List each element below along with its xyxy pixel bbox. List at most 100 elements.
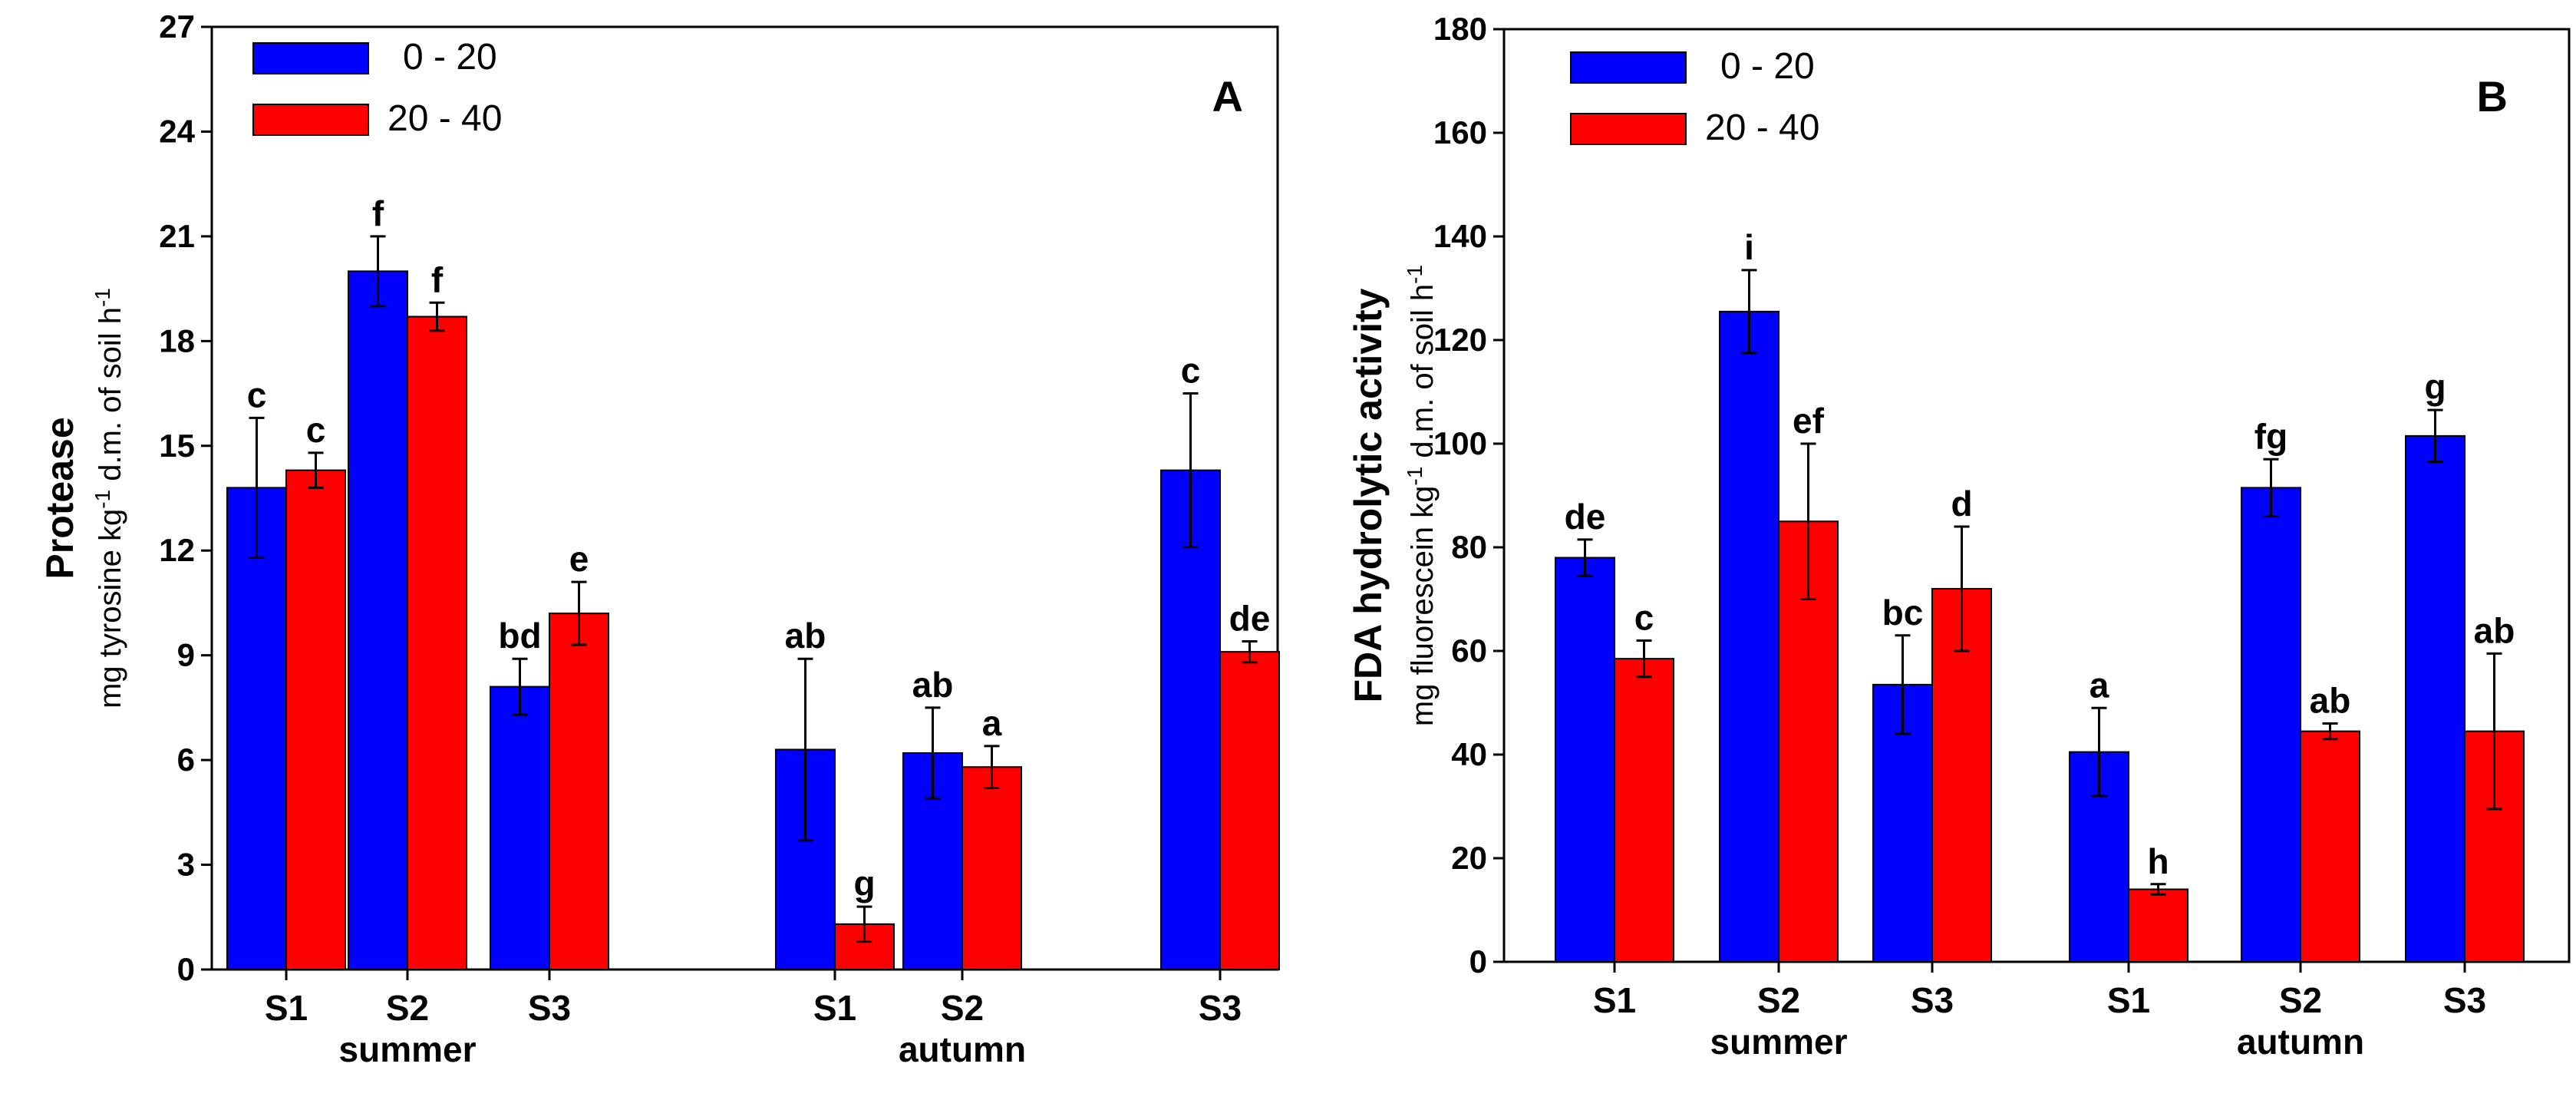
significance-letter: e xyxy=(569,539,589,579)
y-axis-units-part: d.m. of soil h xyxy=(1406,284,1440,467)
x-category-label: S1 xyxy=(2107,980,2150,1020)
significance-letter: bd xyxy=(498,616,541,656)
legend-swatch xyxy=(1570,51,1687,84)
x-category-label: S1 xyxy=(1593,980,1636,1020)
y-tick-label: 21 xyxy=(159,218,195,254)
season-label: summer xyxy=(339,1029,477,1069)
bar-0-20 xyxy=(2241,487,2301,963)
y-axis-units-superscript: -1 xyxy=(91,490,114,509)
x-category-label: S2 xyxy=(1757,980,1800,1020)
bar-20-40 xyxy=(1219,651,1280,970)
bar-20-40 xyxy=(285,469,346,970)
significance-letter: d xyxy=(1951,484,1972,524)
plot-frame xyxy=(210,25,1279,971)
y-tick-label: 80 xyxy=(1451,529,1487,565)
legend-label: 0 - 20 xyxy=(1720,46,1815,87)
y-axis-units: mg tyrosine kg-1 d.m. of soil h-1 xyxy=(91,288,127,709)
significance-letter: h xyxy=(2147,841,2169,881)
bar-0-20 xyxy=(348,270,408,970)
bar-20-40 xyxy=(1931,588,1992,963)
y-axis-title: Protease xyxy=(38,417,81,579)
bar-0-20 xyxy=(1555,557,1615,963)
x-category-label: S3 xyxy=(528,988,571,1028)
panel-label: A xyxy=(1212,72,1243,121)
significance-letter: f xyxy=(431,259,444,299)
y-axis-units-superscript: -1 xyxy=(1403,467,1427,486)
y-tick-label: 60 xyxy=(1451,633,1487,669)
bar-0-20 xyxy=(490,685,550,970)
y-tick-label: 20 xyxy=(1451,840,1487,876)
significance-letter: f xyxy=(372,193,384,233)
legend-swatch xyxy=(1570,113,1687,145)
season-label: autumn xyxy=(899,1029,1026,1069)
y-tick-label: 18 xyxy=(159,322,195,358)
significance-letter: de xyxy=(1229,598,1271,638)
significance-letter: ab xyxy=(2310,681,2351,721)
y-axis-units-part: mg tyrosine kg xyxy=(94,509,127,709)
bar-20-40 xyxy=(407,315,467,971)
significance-letter: g xyxy=(853,864,875,903)
x-category-label: S3 xyxy=(1199,988,1242,1028)
bar-20-40 xyxy=(1614,658,1674,963)
y-tick-label: 24 xyxy=(159,113,195,149)
bar-20-40 xyxy=(961,766,1022,970)
season-label: summer xyxy=(1710,1022,1848,1062)
y-tick-label: 0 xyxy=(1469,943,1487,979)
y-axis-units-part: mg fluorescein kg xyxy=(1406,486,1440,726)
y-tick-label: 6 xyxy=(177,742,195,778)
significance-letter: c xyxy=(1181,351,1201,391)
significance-letter: ab xyxy=(785,616,826,656)
significance-letter: a xyxy=(2089,665,2109,705)
legend-label: 0 - 20 xyxy=(403,37,497,78)
y-tick-label: 120 xyxy=(1433,322,1487,358)
y-tick-label: 40 xyxy=(1451,736,1487,772)
x-category-label: S1 xyxy=(265,988,308,1028)
y-tick-label: 9 xyxy=(177,637,195,673)
significance-letter: a xyxy=(982,703,1002,743)
bar-20-40 xyxy=(549,613,609,970)
y-axis-units-superscript: -1 xyxy=(1403,265,1427,284)
bar-0-20 xyxy=(1719,310,1779,963)
significance-letter: ab xyxy=(912,665,954,705)
bar-20-40 xyxy=(2128,888,2188,963)
panel-label: B xyxy=(2477,72,2508,121)
y-tick-label: 180 xyxy=(1433,11,1487,47)
legend-swatch xyxy=(252,42,369,74)
significance-letter: i xyxy=(1744,227,1754,267)
x-category-label: S2 xyxy=(2279,980,2322,1020)
bar-0-20 xyxy=(226,487,287,970)
season-label: autumn xyxy=(2237,1022,2364,1062)
x-category-label: S2 xyxy=(386,988,429,1028)
legend-label: 20 - 40 xyxy=(1705,107,1819,148)
significance-letter: fg xyxy=(2254,416,2287,456)
x-category-label: S1 xyxy=(813,988,856,1028)
y-tick-label: 0 xyxy=(177,951,195,987)
y-axis-units-superscript: -1 xyxy=(91,288,114,307)
y-tick-label: 160 xyxy=(1433,114,1487,150)
significance-letter: g xyxy=(2424,367,2446,407)
plot-frame xyxy=(1502,28,2571,963)
significance-letter: c xyxy=(306,410,326,450)
y-axis-units: mg fluorescein kg-1 d.m. of soil h-1 xyxy=(1403,265,1440,726)
legend-swatch xyxy=(252,104,369,136)
y-tick-label: 100 xyxy=(1433,425,1487,461)
bar-0-20 xyxy=(2405,434,2466,963)
bar-20-40 xyxy=(2300,730,2360,963)
x-category-label: S2 xyxy=(941,988,984,1028)
significance-letter: c xyxy=(247,375,267,415)
significance-letter: de xyxy=(1565,497,1606,537)
x-category-label: S3 xyxy=(2443,980,2486,1020)
significance-letter: ef xyxy=(1793,401,1825,441)
significance-letter: ab xyxy=(2474,610,2515,650)
legend-label: 20 - 40 xyxy=(388,98,502,139)
y-tick-label: 140 xyxy=(1433,218,1487,254)
significance-letter: bc xyxy=(1882,593,1924,633)
significance-letter: c xyxy=(1634,598,1654,638)
y-axis-title: FDA hydrolytic activity xyxy=(1347,288,1390,702)
y-tick-label: 27 xyxy=(159,8,195,45)
chart-panel-b: 0 20 40 60 80 100 120 140 160 180 de i bc a fg g c ef d h ab… xyxy=(1347,11,2571,1062)
y-axis-units-part: d.m. of soil h xyxy=(94,307,127,490)
y-tick-label: 12 xyxy=(159,532,195,568)
